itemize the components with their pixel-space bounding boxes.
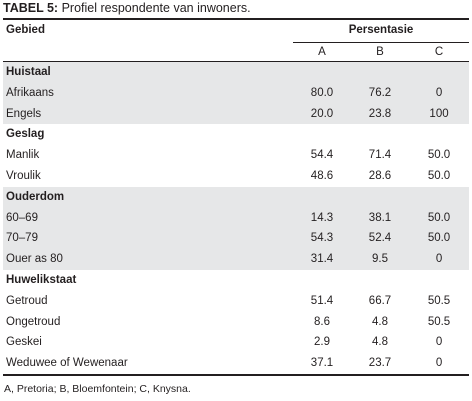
cell-c: 0 bbox=[409, 353, 470, 376]
cell-b: 76.2 bbox=[351, 82, 409, 104]
section-title: Huwelikstaat bbox=[6, 273, 77, 286]
row-label: Afrikaans bbox=[3, 82, 293, 104]
section-heading-row: Ouderdom bbox=[3, 186, 470, 208]
section-title: Geslag bbox=[6, 128, 45, 141]
cell-b: 23.8 bbox=[351, 103, 409, 125]
cell-b: 28.6 bbox=[368, 169, 392, 182]
table-row: Ongetroud 8.6 4.8 50.5 bbox=[3, 312, 469, 333]
cell-a: 54.4 bbox=[310, 149, 334, 162]
cell-b: 52.4 bbox=[351, 228, 409, 250]
header-row-2: A B C bbox=[3, 42, 470, 62]
cell-b: 9.5 bbox=[351, 249, 409, 270]
row-label: Weduwee of Wewenaar bbox=[3, 353, 293, 376]
top-rule bbox=[3, 18, 469, 20]
cell-a: 31.4 bbox=[293, 249, 351, 270]
table-caption-text: Profiel respondente van inwoners. bbox=[58, 1, 251, 15]
cell-c: 50.0 bbox=[409, 228, 470, 250]
column-c-header: C bbox=[409, 42, 470, 62]
table-row: 60–69 14.3 38.1 50.0 bbox=[3, 207, 470, 229]
table-row: Vroulik 48.6 28.6 50.0 bbox=[3, 166, 469, 187]
cell-c: 50.5 bbox=[427, 315, 451, 328]
header-row-1: Gebied Persentasie bbox=[3, 20, 470, 43]
profile-table: Gebied Persentasie A B C Huistaal Afrika… bbox=[3, 20, 470, 376]
cell-a: 80.0 bbox=[293, 82, 351, 104]
row-label: Ouer as 80 bbox=[3, 249, 293, 270]
cell-b: 4.8 bbox=[372, 315, 388, 328]
cell-b: 4.8 bbox=[372, 336, 388, 349]
cell-c: 0 bbox=[409, 82, 470, 104]
column-a-header: A bbox=[293, 42, 351, 62]
cell-b: 23.7 bbox=[351, 353, 409, 376]
section-title: Huistaal bbox=[3, 61, 470, 83]
table-caption-label: TABEL 5: bbox=[3, 1, 59, 15]
table-row: Geskei 2.9 4.8 0 bbox=[3, 332, 469, 353]
cell-b: 38.1 bbox=[351, 207, 409, 229]
cell-a: 37.1 bbox=[293, 353, 351, 376]
cell-a: 54.3 bbox=[293, 228, 351, 250]
section-title: Ouderdom bbox=[3, 186, 470, 208]
cell-c: 50.5 bbox=[427, 294, 451, 307]
cell-a: 2.9 bbox=[314, 336, 330, 349]
table-row: Weduwee of Wewenaar 37.1 23.7 0 bbox=[3, 353, 470, 376]
cell-b: 66.7 bbox=[368, 294, 392, 307]
row-label: Geskei bbox=[6, 336, 42, 349]
cell-a: 8.6 bbox=[314, 315, 330, 328]
row-label: 60–69 bbox=[3, 207, 293, 229]
cell-c: 0 bbox=[435, 336, 443, 349]
cell-c: 100 bbox=[409, 103, 470, 125]
table-footnote: A, Pretoria; B, Bloemfontein; C, Knysna. bbox=[4, 382, 191, 395]
row-label: Vroulik bbox=[6, 169, 41, 182]
section-heading-row: Huistaal bbox=[3, 61, 470, 83]
header-spacer bbox=[3, 42, 293, 62]
row-label: Engels bbox=[3, 103, 293, 125]
percentage-header: Persentasie bbox=[293, 20, 470, 43]
cell-c: 50.0 bbox=[427, 149, 451, 162]
cell-b: 71.4 bbox=[368, 149, 392, 162]
cell-c: 50.0 bbox=[409, 207, 470, 229]
cell-a: 14.3 bbox=[293, 207, 351, 229]
table-row: Manlik 54.4 71.4 50.0 bbox=[3, 145, 469, 166]
cell-a: 51.4 bbox=[310, 294, 334, 307]
table-row: Afrikaans 80.0 76.2 0 bbox=[3, 82, 470, 104]
row-label: Ongetroud bbox=[6, 315, 61, 328]
table-row: Engels 20.0 23.8 100 bbox=[3, 103, 470, 125]
area-header: Gebied bbox=[6, 24, 45, 36]
column-b-header: B bbox=[351, 42, 409, 62]
table-row: Getroud 51.4 66.7 50.5 bbox=[3, 291, 469, 312]
row-label: 70–79 bbox=[3, 228, 293, 250]
table-caption: TABEL 5: Profiel respondente van inwoner… bbox=[3, 0, 469, 18]
cell-a: 48.6 bbox=[310, 169, 334, 182]
cell-c: 50.0 bbox=[427, 169, 451, 182]
table-row: 70–79 54.3 52.4 50.0 bbox=[3, 228, 470, 250]
section-heading-row: Huwelikstaat bbox=[3, 270, 469, 291]
table-figure: TABEL 5: Profiel respondente van inwoner… bbox=[3, 0, 470, 396]
table-row: Ouer as 80 31.4 9.5 0 bbox=[3, 249, 470, 270]
cell-c: 0 bbox=[409, 249, 470, 270]
section-heading-row: Geslag bbox=[3, 124, 469, 145]
row-label: Manlik bbox=[6, 149, 40, 162]
row-label: Getroud bbox=[6, 294, 48, 307]
cell-a: 20.0 bbox=[293, 103, 351, 125]
